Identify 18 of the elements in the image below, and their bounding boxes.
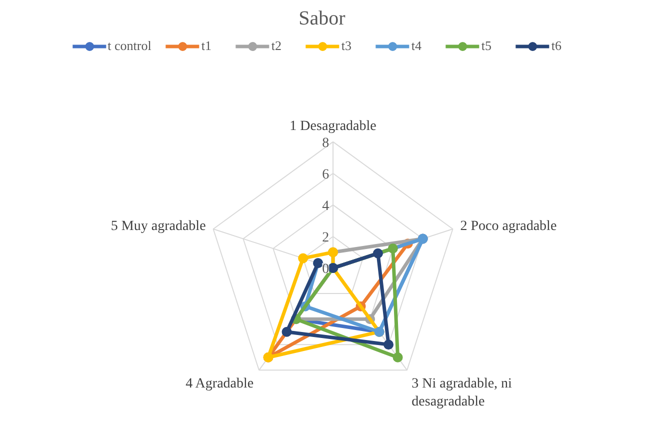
chart-title: Sabor: [298, 8, 346, 30]
legend-label: t1: [201, 38, 212, 54]
legend-label: t control: [108, 38, 152, 54]
spoke-label: 4 Agradable: [186, 376, 254, 392]
y-tick-label: 0: [322, 262, 330, 278]
spoke-label: 3 Ni agradable, ni desagradable: [412, 376, 512, 410]
legend-label: t6: [551, 38, 562, 54]
y-tick-label: 4: [322, 198, 330, 214]
y-tick-label: 2: [322, 230, 330, 246]
y-tick-label: 8: [322, 136, 330, 151]
legend-label: t4: [411, 38, 422, 54]
legend-label: t2: [271, 38, 282, 54]
spoke-label: 1 Desagradable: [290, 118, 376, 134]
legend-label: t3: [341, 38, 352, 54]
spoke-label: 2 Poco agradable: [460, 219, 557, 234]
legend-label: t5: [481, 38, 492, 54]
spoke-label: 5 Muy agradable: [110, 219, 206, 234]
y-tick-label: 6: [322, 167, 330, 182]
